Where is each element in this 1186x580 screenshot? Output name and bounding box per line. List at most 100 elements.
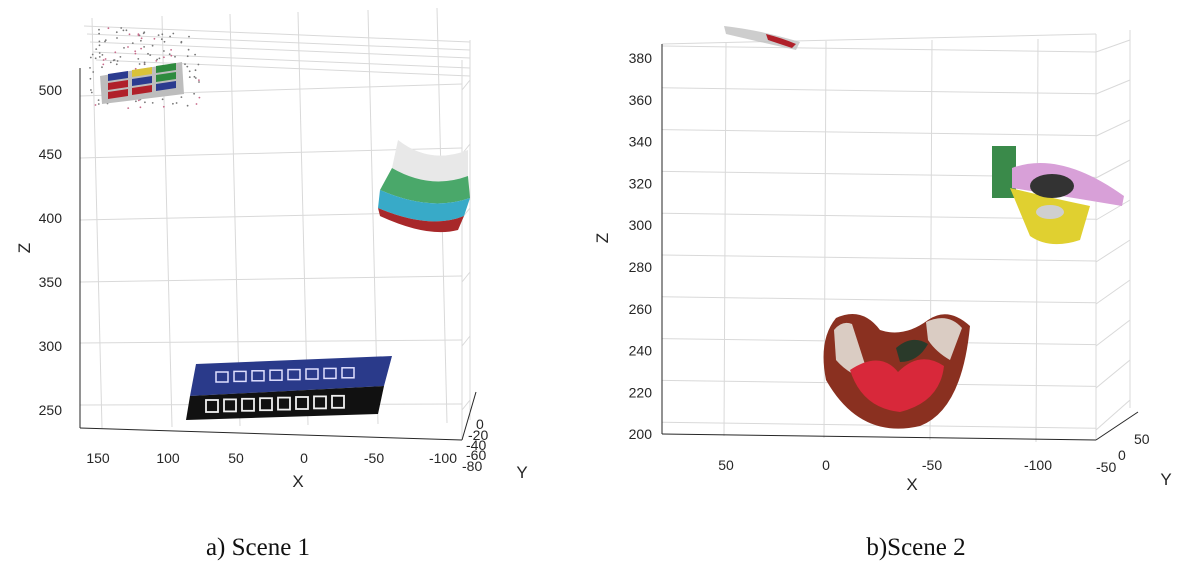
checker-scatter-point [198, 79, 200, 81]
checker-scatter-point [94, 57, 97, 60]
grid-line-z [661, 87, 1097, 95]
checker-scatter-point [194, 69, 197, 72]
z-tick-label: 240 [629, 343, 653, 359]
sign-glyph-blue [269, 369, 283, 381]
grid-line-right-h [461, 79, 471, 91]
checker-scatter-point [193, 92, 196, 95]
checker-scatter-point [140, 47, 143, 50]
checker-scatter-point [92, 71, 95, 73]
sign-glyph-black [331, 394, 345, 409]
checker-scatter-point [90, 91, 93, 94]
checker-scatter-point [180, 96, 183, 98]
grid-line-right-h [461, 335, 471, 347]
checker-scatter-point [172, 32, 175, 35]
grid-line-z [661, 254, 1097, 262]
checker-scatter-point [116, 37, 118, 39]
checker-patch [108, 80, 128, 90]
checker-scatter-point [137, 99, 140, 102]
checker-scatter-point [194, 77, 197, 79]
y-tick-label: 0 [1118, 447, 1126, 463]
checker-scatter-point [104, 58, 107, 60]
checker-scatter-point [142, 32, 145, 35]
y-tick-label: -80 [462, 458, 482, 474]
grid-line-right-h [1095, 199, 1131, 221]
checker-scatter-point [95, 48, 98, 50]
checker-scatter-point [161, 98, 164, 101]
checker-scatter-point [139, 106, 142, 109]
y-tick-label: -50 [1096, 459, 1116, 475]
checker-scatter-point [198, 96, 201, 99]
checker-scatter-point [163, 50, 165, 52]
checker-scatter-point [175, 102, 178, 104]
checker-scatter-point [101, 66, 103, 69]
checker-scatter-point [127, 46, 129, 48]
checker-scatter-point [174, 55, 176, 58]
x-tick-label: 0 [300, 450, 308, 466]
z-tick-label: 360 [629, 92, 653, 108]
sign-glyph-black [277, 396, 291, 411]
y-tick-label: 0 [476, 416, 484, 432]
checker-scatter-point [180, 41, 183, 44]
y-axis-line [461, 391, 477, 441]
checker-scatter-point [90, 89, 92, 91]
sign-glyph-black [223, 398, 237, 413]
grid-line-top [86, 33, 471, 51]
x-tick-label: 150 [86, 450, 110, 466]
checker-scatter-point [125, 29, 128, 32]
checker-scatter-point [104, 39, 107, 41]
grid-line-z [661, 45, 1097, 53]
checker-patch [108, 89, 128, 99]
checker-scatter-point [153, 37, 156, 40]
grid-line-right-h [461, 271, 471, 283]
y-axis-label: Y [1160, 470, 1171, 489]
scene-2-caption: b)Scene 2 [866, 534, 965, 561]
sign-glyph-black [205, 399, 219, 413]
curved-object-white-band [392, 140, 468, 182]
z-tick-label: 400 [39, 210, 63, 226]
toy-face [1036, 205, 1064, 219]
checker-scatter-point [188, 70, 191, 73]
checker-patch [156, 63, 176, 73]
checker-scatter-point [91, 53, 94, 56]
grid-line-z [661, 129, 1097, 137]
checker-scatter-point [120, 27, 123, 29]
checker-scatter-point [143, 63, 146, 66]
checker-scatter-point [143, 46, 146, 48]
sign-board-blue-panel [190, 356, 392, 396]
checker-scatter-point [114, 51, 117, 54]
sign-glyph-blue [341, 367, 355, 379]
grid-line-z [661, 296, 1097, 304]
checker-patch [132, 76, 152, 86]
bowl-right-highlight [926, 318, 962, 360]
checker-scatter-point [162, 105, 165, 108]
checker-scatter-point [115, 63, 118, 66]
checker-scatter-point [172, 102, 174, 105]
checker-scatter-point [134, 52, 137, 55]
checker-scatter-point [137, 58, 140, 60]
z-tick-label: 340 [629, 134, 653, 150]
checker-scatter-point [102, 59, 105, 61]
checker-scatter-point [163, 56, 165, 59]
sign-glyph-blue [287, 368, 301, 381]
checker-scatter-point [123, 47, 125, 49]
grid-line-right-h [1095, 119, 1131, 137]
grid-line-x [297, 11, 309, 426]
checker-scatter-point [169, 35, 172, 38]
grid-line-top [83, 25, 471, 43]
y-tick-label: -60 [466, 447, 486, 463]
x-axis-label: X [906, 475, 917, 494]
checker-patch [156, 72, 176, 82]
checker-scatter-point [188, 76, 191, 78]
checker-scatter-point [134, 50, 137, 53]
sign-glyph-black [295, 396, 309, 410]
checker-scatter-point [168, 53, 171, 56]
sign-glyph-blue [233, 370, 247, 383]
checker-scatter-point [107, 27, 110, 30]
checker-scatter-point [98, 40, 101, 43]
x-tick-label: 100 [156, 450, 180, 466]
x-tick-label: 0 [822, 457, 830, 473]
scene-1-caption: a) Scene 1 [206, 534, 310, 561]
checker-scatter-point [144, 101, 146, 104]
checker-scatter-point [151, 102, 154, 104]
